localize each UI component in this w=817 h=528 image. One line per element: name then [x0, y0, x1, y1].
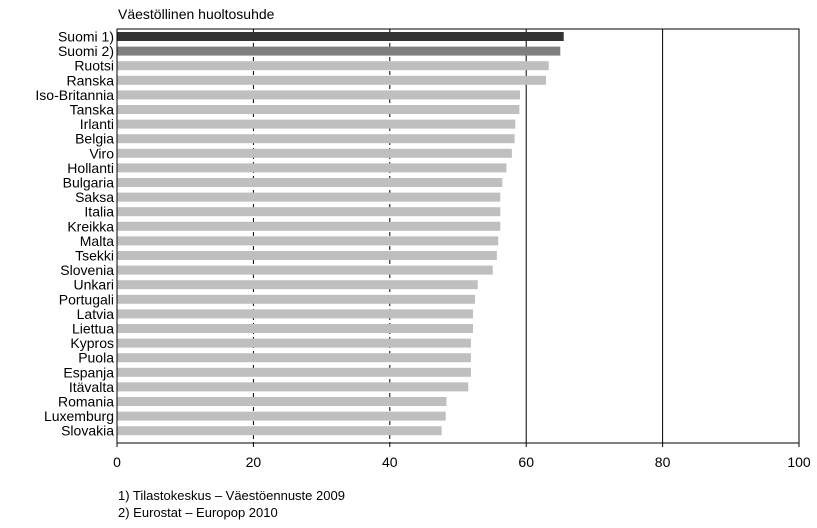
category-label: Kreikka	[67, 218, 114, 234]
category-label: Hollanti	[67, 160, 114, 176]
category-label: Malta	[80, 233, 114, 249]
bar-3	[117, 61, 549, 71]
bar-5	[117, 90, 521, 100]
bar-13	[117, 207, 501, 217]
bar-16	[117, 251, 497, 260]
bar-22	[117, 338, 471, 348]
bar-19	[117, 294, 476, 304]
category-label: Unkari	[74, 277, 114, 293]
bar-14	[117, 221, 501, 231]
category-label: Ranska	[67, 72, 115, 88]
bar-8	[117, 134, 515, 144]
category-label: Romania	[58, 394, 114, 410]
x-tick-label: 80	[655, 454, 671, 470]
footnotes: 1) Tilastokeskus – Väestöennuste 2009 2)…	[118, 487, 345, 521]
x-tick-label: 20	[246, 454, 262, 470]
bar-28	[117, 426, 442, 436]
x-tick-label: 100	[787, 454, 811, 470]
category-label: Kypros	[70, 335, 114, 351]
bar-26	[117, 397, 447, 406]
category-label: Tsekki	[75, 248, 114, 264]
category-label: Espanja	[63, 364, 114, 380]
category-label: Itävalta	[69, 379, 114, 395]
category-label: Belgia	[75, 131, 114, 147]
bar-15	[117, 236, 499, 246]
category-label: Liettua	[72, 321, 114, 337]
category-label: Bulgaria	[63, 175, 115, 191]
bar-17	[117, 265, 493, 275]
bar-9	[117, 148, 512, 158]
category-label: Iso-Britannia	[35, 87, 114, 103]
chart-title: Väestöllinen huoltosuhde	[118, 6, 275, 22]
category-label: Italia	[84, 204, 114, 220]
footnote-2: 2) Eurostat – Europop 2010	[118, 505, 278, 520]
bar-1	[117, 32, 564, 41]
bar-23	[117, 353, 471, 363]
bar-4	[117, 75, 546, 85]
x-tick-label: 40	[382, 454, 398, 470]
category-label: Ruotsi	[74, 58, 114, 74]
bar-20	[117, 309, 474, 319]
bar-2	[117, 46, 561, 56]
x-tick-label: 60	[518, 454, 534, 470]
bar-21	[117, 324, 474, 333]
footnote-1: 1) Tilastokeskus – Väestöennuste 2009	[118, 488, 345, 503]
category-label: Puola	[78, 350, 114, 366]
category-label: Viro	[89, 145, 114, 161]
bar-27	[117, 411, 446, 421]
category-label: Latvia	[77, 306, 115, 322]
category-label: Slovenia	[60, 262, 114, 278]
bar-10	[117, 163, 507, 173]
category-label: Tanska	[70, 102, 115, 118]
bar-6	[117, 105, 520, 114]
bar-7	[117, 119, 516, 129]
bar-18	[117, 280, 478, 290]
category-label: Luxemburg	[44, 408, 114, 424]
category-label: Suomi 1)	[58, 29, 114, 45]
x-tick-label: 0	[113, 454, 121, 470]
category-label: Suomi 2)	[58, 43, 114, 59]
category-label: Saksa	[75, 189, 114, 205]
category-label: Slovakia	[61, 423, 114, 439]
bar-25	[117, 382, 469, 392]
plot-frame	[116, 28, 800, 444]
category-label: Portugali	[59, 291, 114, 307]
bar-12	[117, 192, 501, 202]
bar-11	[117, 178, 503, 187]
bar-24	[117, 367, 471, 377]
category-label: Irlanti	[80, 116, 114, 132]
